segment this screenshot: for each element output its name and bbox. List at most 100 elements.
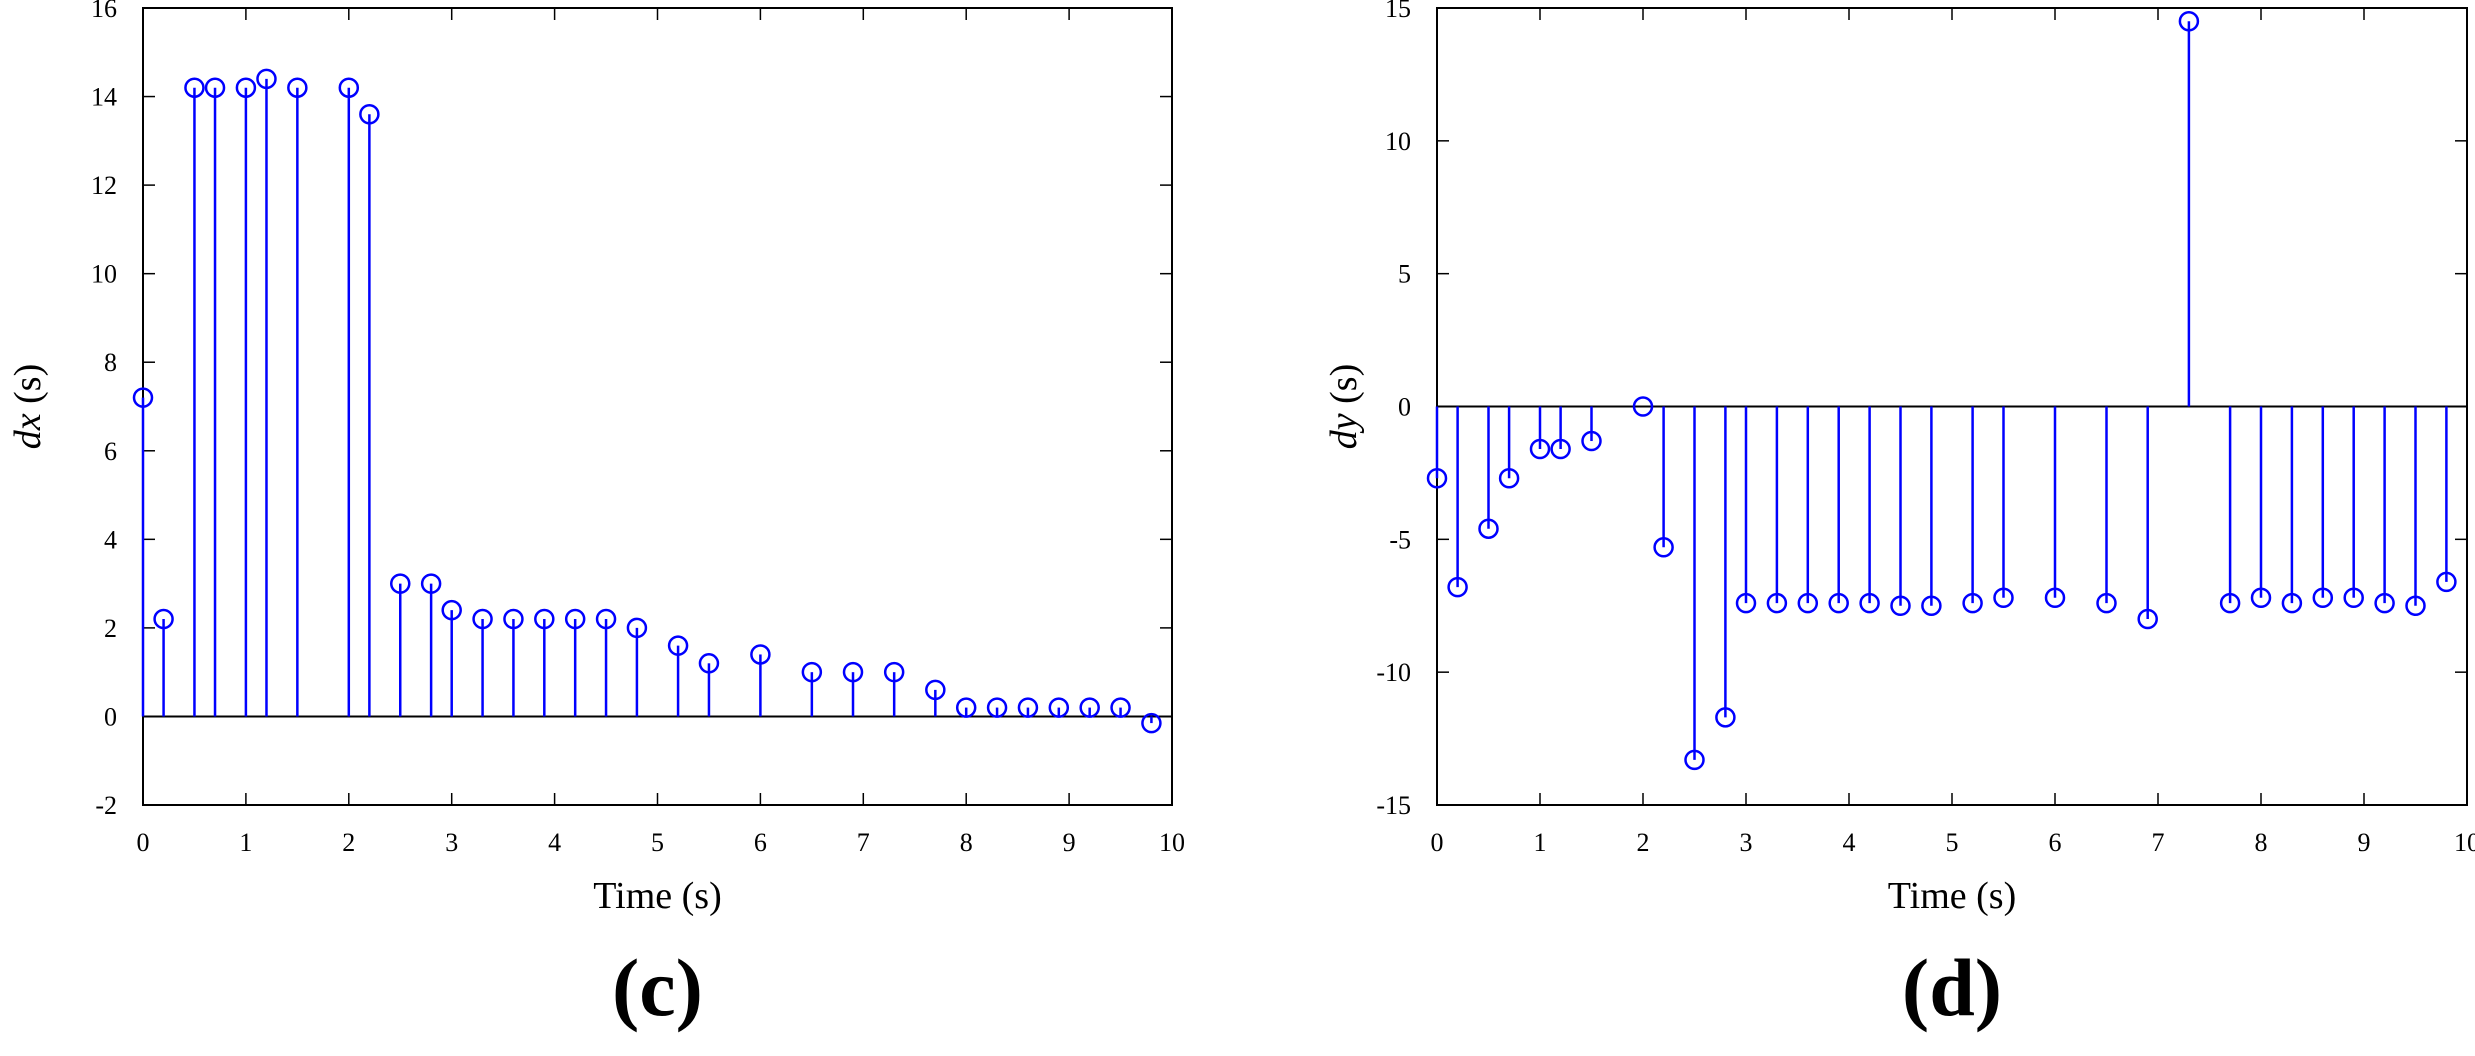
x-tick-label: 8 (960, 828, 973, 857)
y-tick-label: -2 (95, 791, 117, 820)
x-tick-label: 1 (239, 828, 252, 857)
x-axis-label: Time (s) (593, 875, 721, 917)
stem-marker (1715, 707, 1736, 728)
stem-marker (1735, 592, 1757, 614)
stem-marker (153, 608, 174, 630)
y-tick-label: 14 (91, 83, 117, 112)
x-tick-label: 3 (1740, 828, 1753, 857)
stem-marker (338, 77, 360, 98)
stem-marker (698, 653, 720, 674)
x-axis-label: Time (s) (1888, 875, 2016, 917)
stem-marker (287, 77, 308, 98)
stem-marker (1684, 749, 1705, 771)
x-tick-label: 8 (2255, 828, 2268, 857)
x-tick-label: 6 (2049, 828, 2062, 857)
y-tick-label: 6 (104, 437, 117, 466)
stem-marker (2137, 608, 2158, 630)
x-tick-label: 10 (1159, 828, 1185, 857)
stem-marker (750, 644, 771, 665)
stem-marker (955, 697, 977, 718)
x-tick-label: 0 (137, 828, 150, 857)
stem-marker (1141, 712, 1162, 734)
y-axis-label-variable: dx (7, 413, 49, 449)
stem-marker (2436, 571, 2457, 593)
stem-marker (1550, 438, 1571, 460)
y-tick-label: 8 (104, 348, 117, 377)
stem-marker (1447, 576, 1468, 598)
stem-marker (2178, 11, 2200, 32)
x-tick-label: 0 (1431, 828, 1444, 857)
stem-marker (1110, 697, 1131, 718)
stem-marker (2219, 592, 2241, 614)
y-axis-label-variable: dy (1323, 413, 1365, 449)
stem-marker (667, 635, 689, 656)
x-tick-label: 2 (1637, 828, 1650, 857)
stem-marker (441, 599, 462, 621)
x-tick-label: 5 (651, 828, 664, 857)
x-tick-label: 1 (1534, 828, 1547, 857)
stem-marker (1498, 467, 1520, 489)
stem-marker (1529, 438, 1551, 460)
y-axis-label-unit: (s) (1323, 364, 1365, 414)
x-tick-label: 3 (445, 828, 458, 857)
stem-marker (1890, 595, 1911, 616)
x-tick-label: 2 (342, 828, 355, 857)
stem-marker (1859, 592, 1880, 614)
stem-marker (1766, 592, 1788, 614)
stem-marker (1079, 697, 1100, 718)
stem-marker (883, 661, 905, 683)
stem-marker (1828, 592, 1849, 614)
stem-marker (184, 77, 205, 98)
x-tick-label: 7 (857, 828, 870, 857)
stem-marker (534, 608, 555, 630)
x-tick-label: 4 (1843, 828, 1856, 857)
stem-marker (503, 608, 524, 630)
x-tick-label: 4 (548, 828, 561, 857)
y-tick-label: 4 (104, 525, 117, 554)
stem-marker (204, 77, 226, 98)
y-tick-label: 0 (1398, 393, 1411, 422)
y-axis-label-unit: (s) (7, 364, 49, 414)
y-tick-label: 15 (1385, 0, 1411, 23)
stem-marker (256, 68, 277, 90)
stem-marker (842, 661, 864, 683)
stem-marker (1581, 430, 1602, 452)
y-tick-label: 5 (1398, 260, 1411, 289)
y-tick-label: 10 (1385, 127, 1411, 156)
stem-marker (986, 697, 1008, 718)
stem-marker (132, 387, 154, 408)
stem-marker (359, 104, 380, 125)
y-tick-label: 16 (91, 0, 117, 23)
stem-marker (1962, 592, 1983, 614)
stem-marker (1426, 467, 1448, 489)
stem-marker (420, 573, 442, 594)
stem-marker (2250, 587, 2272, 609)
stem-marker (1017, 697, 1039, 718)
stem-marker (390, 573, 411, 594)
y-axis-label: dy (s) (1323, 364, 1365, 449)
stem-marker (2374, 592, 2395, 614)
x-tick-label: 5 (1946, 828, 1959, 857)
y-tick-label: 0 (104, 702, 117, 731)
stem-marker (1478, 518, 1499, 539)
stem-marker (1993, 587, 2014, 609)
x-tick-label: 9 (2358, 828, 2371, 857)
stem-marker (235, 77, 257, 98)
y-tick-label: -5 (1389, 525, 1411, 554)
y-tick-label: -15 (1376, 791, 1411, 820)
stem-marker (2281, 592, 2303, 614)
panel-label: (c) (612, 942, 703, 1033)
stem-marker (626, 617, 648, 639)
stem-marker (1048, 697, 1070, 718)
x-tick-label: 10 (2454, 828, 2475, 857)
stem-marker (925, 679, 946, 701)
stem-marker (1921, 595, 1942, 616)
stem-marker (595, 608, 617, 630)
x-tick-label: 9 (1063, 828, 1076, 857)
stem-marker (472, 608, 493, 630)
y-tick-label: -10 (1376, 658, 1411, 687)
stem-marker (2044, 587, 2066, 609)
x-tick-label: 6 (754, 828, 767, 857)
